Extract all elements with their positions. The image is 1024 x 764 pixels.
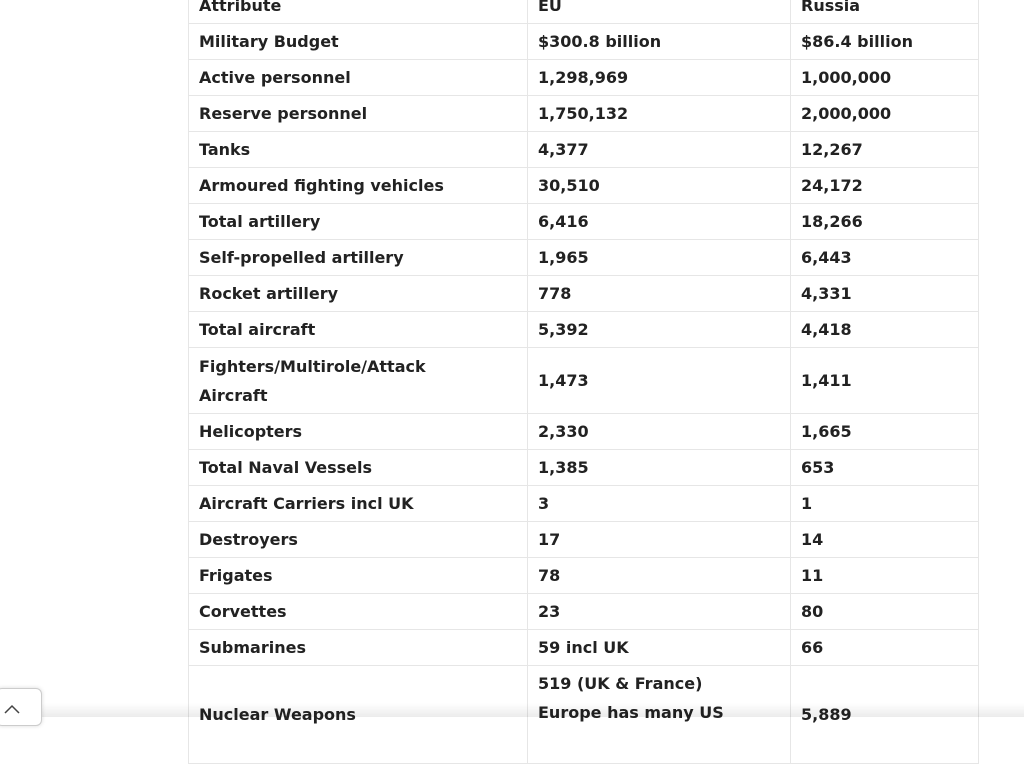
cell-line: Fighters/Multirole/Attack [199,356,426,376]
table-cell: 1,750,132 [527,95,791,132]
table-row: Rocket artillery 778 4,331 [188,275,979,312]
table-cell: 6,443 [790,239,979,276]
table-row: Destroyers 17 14 [188,521,979,558]
table-row: Aircraft Carriers incl UK 3 1 [188,485,979,522]
table-cell: 11 [790,557,979,594]
table-cell: 1,965 [527,239,791,276]
table-cell: 66 [790,629,979,666]
table-cell: 4,418 [790,311,979,348]
table-row: Military Budget $300.8 billion $86.4 billi… [188,23,979,60]
cell-line: 519 (UK & France) [538,674,703,693]
table-cell: 1,473 [527,347,791,414]
table-cell: 30,510 [527,167,791,204]
table-cell: 6,416 [527,203,791,240]
table-cell: 1,411 [790,347,979,414]
bottom-shade [0,703,1024,717]
table-cell: 1 [790,485,979,522]
table-cell: Rocket artillery [188,275,528,312]
table-cell: Total artillery [188,203,528,240]
table-cell: 78 [527,557,791,594]
table-cell: 17 [527,521,791,558]
table-cell: Military Budget [188,23,528,60]
table-cell: 5,392 [527,311,791,348]
table-cell: 653 [790,449,979,486]
table-cell: 12,267 [790,131,979,168]
scroll-up-button[interactable] [0,688,42,726]
table-cell: Tanks [188,131,528,168]
table-cell: 1,298,969 [527,59,791,96]
table-cell: 1,385 [527,449,791,486]
table-cell: Helicopters [188,413,528,450]
table-row: Frigates 78 11 [188,557,979,594]
table-cell: 778 [527,275,791,312]
table-cell: Frigates [188,557,528,594]
table-cell: Fighters/Multirole/Attack Aircraft [188,347,528,414]
table-cell: 3 [527,485,791,522]
table-cell: 1,000,000 [790,59,979,96]
table-row: Self-propelled artillery 1,965 6,443 [188,239,979,276]
table-cell: 4,331 [790,275,979,312]
table-cell: Active personnel [188,59,528,96]
table-cell: 80 [790,593,979,630]
table-cell: Aircraft Carriers incl UK [188,485,528,522]
header-cell: Russia [790,0,979,24]
table-cell: 2,330 [527,413,791,450]
table-cell: 2,000,000 [790,95,979,132]
table-row: Reserve personnel 1,750,132 2,000,000 [188,95,979,132]
header-row: Attribute EU Russia [188,0,979,24]
table-cell: 4,377 [527,131,791,168]
table-cell: Submarines [188,629,528,666]
table-cell: Armoured fighting vehicles [188,167,528,204]
table-cell: Corvettes [188,593,528,630]
header-cell: Attribute [188,0,528,24]
table-cell: 23 [527,593,791,630]
table-row: Corvettes 23 80 [188,593,979,630]
table-cell: Reserve personnel [188,95,528,132]
table-row: Armoured fighting vehicles 30,510 24,172 [188,167,979,204]
table-cell: 1,665 [790,413,979,450]
table-row: Submarines 59 incl UK 66 [188,629,979,666]
table-cell: Destroyers [188,521,528,558]
table-cell: 59 incl UK [527,629,791,666]
table-row: Total Naval Vessels 1,385 653 [188,449,979,486]
table-cell: 18,266 [790,203,979,240]
table-cell: Self-propelled artillery [188,239,528,276]
table-body: Military Budget $300.8 billion $86.4 billi… [188,23,979,764]
cell-line: Aircraft [199,385,268,405]
header-cell: EU [527,0,791,24]
table-row: Tanks 4,377 12,267 [188,131,979,168]
table-row: Active personnel 1,298,969 1,000,000 [188,59,979,96]
table-row: Helicopters 2,330 1,665 [188,413,979,450]
table-cell: $86.4 billion [790,23,979,60]
table-wrap: Attribute EU Russia Military Budget $300.8 … [188,0,979,764]
chevron-icon [4,704,20,714]
table-cell: 14 [790,521,979,558]
table-cell: Total Naval Vessels [188,449,528,486]
table-row: Total aircraft 5,392 4,418 [188,311,979,348]
table-cell: Total aircraft [188,311,528,348]
table-row: Total artillery 6,416 18,266 [188,203,979,240]
comparison-table: Attribute EU Russia Military Budget $300.8 … [188,0,979,764]
table-row: Fighters/Multirole/Attack Aircraft 1,473 1,… [188,347,979,414]
table-cell: 24,172 [790,167,979,204]
table-cell: $300.8 billion [527,23,791,60]
